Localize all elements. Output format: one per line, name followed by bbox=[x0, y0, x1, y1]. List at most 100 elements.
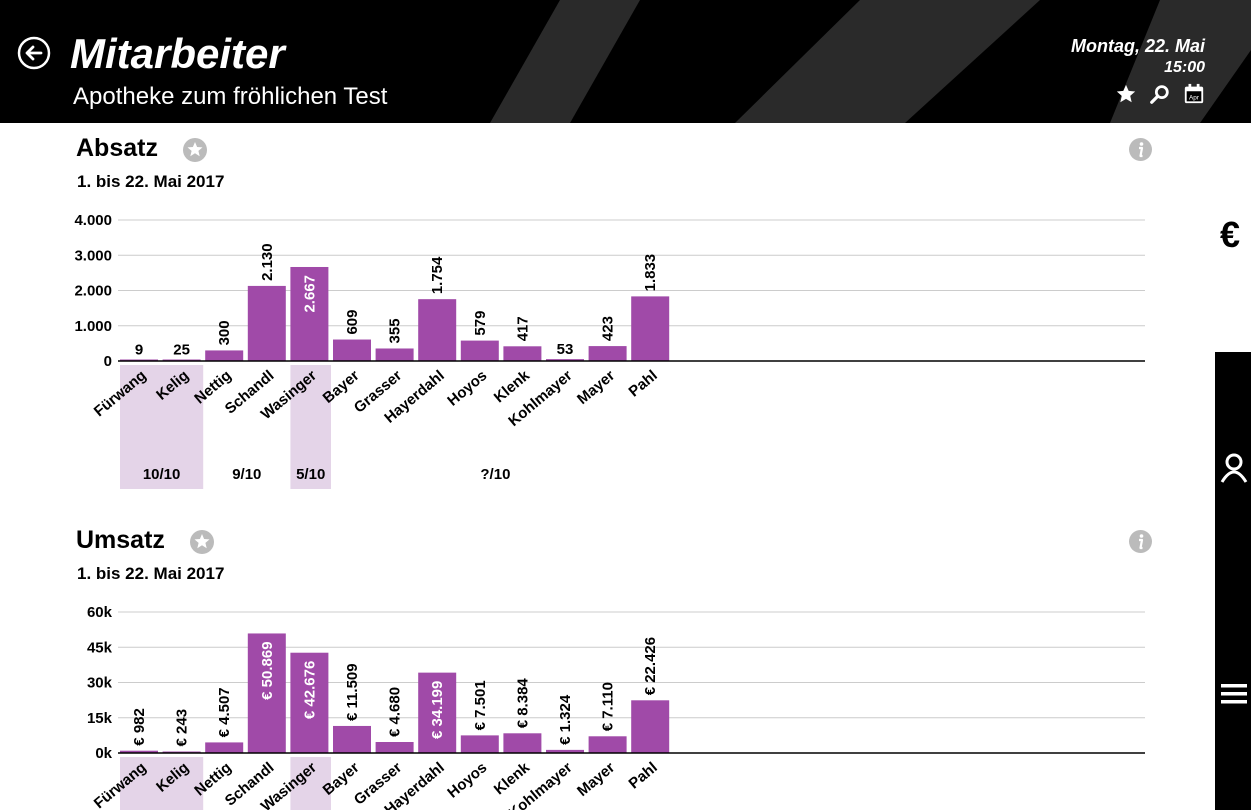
favorites-button[interactable] bbox=[1115, 83, 1137, 105]
bar-value-label: € 4.507 bbox=[216, 687, 233, 737]
hamburger-menu-icon bbox=[1221, 684, 1247, 704]
calendar-button[interactable]: Apr bbox=[1183, 83, 1205, 105]
info-icon bbox=[1129, 530, 1152, 553]
x-category-label: Mayer bbox=[574, 759, 618, 800]
bar-bayer[interactable] bbox=[333, 725, 371, 753]
y-tick-label: 60k bbox=[87, 604, 113, 621]
y-tick-label: 0 bbox=[104, 353, 112, 370]
umsatz-info-button[interactable] bbox=[1129, 530, 1152, 553]
bar-bayer[interactable] bbox=[333, 339, 371, 361]
bar-value-label: € 22.426 bbox=[642, 637, 659, 695]
bar-hoyos[interactable] bbox=[460, 340, 499, 361]
menu-button[interactable] bbox=[1219, 682, 1249, 712]
y-tick-label: 4.000 bbox=[74, 212, 112, 229]
bar-mayer[interactable] bbox=[588, 346, 627, 361]
bar-value-label: 9 bbox=[135, 342, 143, 359]
page-subtitle: Apotheke zum fröhlichen Test bbox=[73, 83, 388, 110]
x-category-label: Hoyos bbox=[444, 367, 490, 409]
bar-value-label: 300 bbox=[216, 320, 233, 345]
bar-value-label: € 8.384 bbox=[514, 678, 531, 729]
current-date: Montag, 22. Mai bbox=[1070, 36, 1205, 56]
person-icon bbox=[1220, 453, 1248, 483]
umsatz-title: Umsatz bbox=[76, 526, 165, 554]
bar-value-label: € 1.324 bbox=[557, 694, 574, 745]
y-tick-label: 3.000 bbox=[74, 247, 112, 264]
absatz-chart: 01.0002.0003.0004.0009Fürwang25Kelig300N… bbox=[74, 212, 1145, 489]
bar-wasinger[interactable] bbox=[290, 652, 329, 753]
person-nav-button[interactable] bbox=[1219, 452, 1249, 483]
side-navigation-bar bbox=[1215, 352, 1251, 810]
x-category-label: Pahl bbox=[626, 759, 661, 792]
search-icon bbox=[1150, 85, 1169, 104]
euro-nav-button[interactable]: € bbox=[1220, 214, 1241, 255]
group-score-label: 10/10 bbox=[143, 466, 181, 483]
bar-value-label: 609 bbox=[344, 310, 361, 335]
bar-value-label: 579 bbox=[472, 311, 489, 336]
bar-hayerdahl[interactable] bbox=[418, 299, 457, 361]
bar-value-label: 53 bbox=[557, 341, 574, 358]
bar-value-label: € 42.676 bbox=[301, 661, 318, 719]
bar-value-label: € 243 bbox=[174, 709, 191, 747]
bar-kohlmayer[interactable] bbox=[546, 359, 584, 361]
absatz-info-button[interactable] bbox=[1129, 138, 1152, 161]
bar-value-label: € 34.199 bbox=[429, 681, 446, 739]
star-icon bbox=[1116, 84, 1136, 103]
bar-fürwang[interactable] bbox=[120, 750, 158, 753]
absatz-date-range: 1. bis 22. Mai 2017 bbox=[77, 172, 225, 191]
search-button[interactable] bbox=[1149, 83, 1171, 105]
back-button[interactable] bbox=[17, 36, 51, 70]
bar-schandl[interactable] bbox=[247, 285, 286, 361]
umsatz-date-range: 1. bis 22. Mai 2017 bbox=[77, 564, 225, 583]
calendar-icon-text: Apr bbox=[1189, 95, 1200, 102]
bar-value-label: € 50.869 bbox=[259, 641, 276, 699]
umsatz-favorite-button[interactable] bbox=[190, 530, 214, 554]
group-highlight-band bbox=[120, 757, 204, 810]
header-decoration bbox=[490, 0, 1251, 123]
bar-nettig[interactable] bbox=[205, 350, 244, 361]
bar-value-label: 1.754 bbox=[429, 256, 446, 294]
bar-kohlmayer[interactable] bbox=[546, 749, 584, 753]
header-toolbar: Apr bbox=[1115, 83, 1205, 105]
bar-klenk[interactable] bbox=[503, 346, 542, 361]
bar-value-label: 25 bbox=[173, 342, 190, 359]
page-title: Mitarbeiter bbox=[70, 30, 285, 77]
bar-value-label: € 982 bbox=[131, 708, 148, 746]
group-score-label: 9/10 bbox=[232, 466, 261, 483]
bar-hoyos[interactable] bbox=[460, 735, 499, 753]
star-circle-icon bbox=[183, 138, 207, 162]
bar-grasser[interactable] bbox=[375, 348, 414, 361]
absatz-title: Absatz bbox=[76, 134, 158, 162]
back-arrow-icon bbox=[17, 36, 51, 70]
bar-value-label: € 11.509 bbox=[344, 663, 361, 721]
bar-value-label: € 7.501 bbox=[472, 680, 489, 730]
bar-value-label: € 4.680 bbox=[387, 687, 404, 737]
current-time: 15:00 bbox=[1164, 59, 1205, 76]
app-header: Mitarbeiter Apotheke zum fröhlichen Test… bbox=[0, 0, 1251, 123]
y-tick-label: 0k bbox=[95, 745, 112, 762]
y-tick-label: 1.000 bbox=[74, 318, 112, 335]
info-icon bbox=[1129, 138, 1152, 161]
bar-value-label: 417 bbox=[514, 316, 531, 341]
group-highlight-band bbox=[120, 365, 204, 489]
x-category-label: Mayer bbox=[574, 367, 618, 408]
bar-nettig[interactable] bbox=[205, 742, 244, 753]
bar-value-label: € 7.110 bbox=[600, 682, 617, 731]
bar-klenk[interactable] bbox=[503, 733, 542, 753]
group-score-label: ?/10 bbox=[480, 466, 510, 483]
y-tick-label: 30k bbox=[87, 675, 113, 692]
bar-wasinger[interactable] bbox=[290, 266, 329, 361]
bar-grasser[interactable] bbox=[375, 742, 414, 753]
x-category-label: Hoyos bbox=[444, 759, 490, 801]
group-highlight-band bbox=[290, 757, 331, 810]
bar-hayerdahl[interactable] bbox=[418, 672, 457, 753]
bar-value-label: 2.130 bbox=[259, 243, 276, 281]
bar-pahl[interactable] bbox=[631, 700, 670, 753]
y-tick-label: 2.000 bbox=[74, 283, 112, 300]
absatz-favorite-button[interactable] bbox=[183, 138, 207, 162]
calendar-icon: Apr bbox=[1184, 83, 1204, 104]
bar-schandl[interactable] bbox=[247, 633, 286, 753]
bar-mayer[interactable] bbox=[588, 736, 627, 753]
y-tick-label: 45k bbox=[87, 639, 113, 656]
bar-pahl[interactable] bbox=[631, 296, 670, 361]
